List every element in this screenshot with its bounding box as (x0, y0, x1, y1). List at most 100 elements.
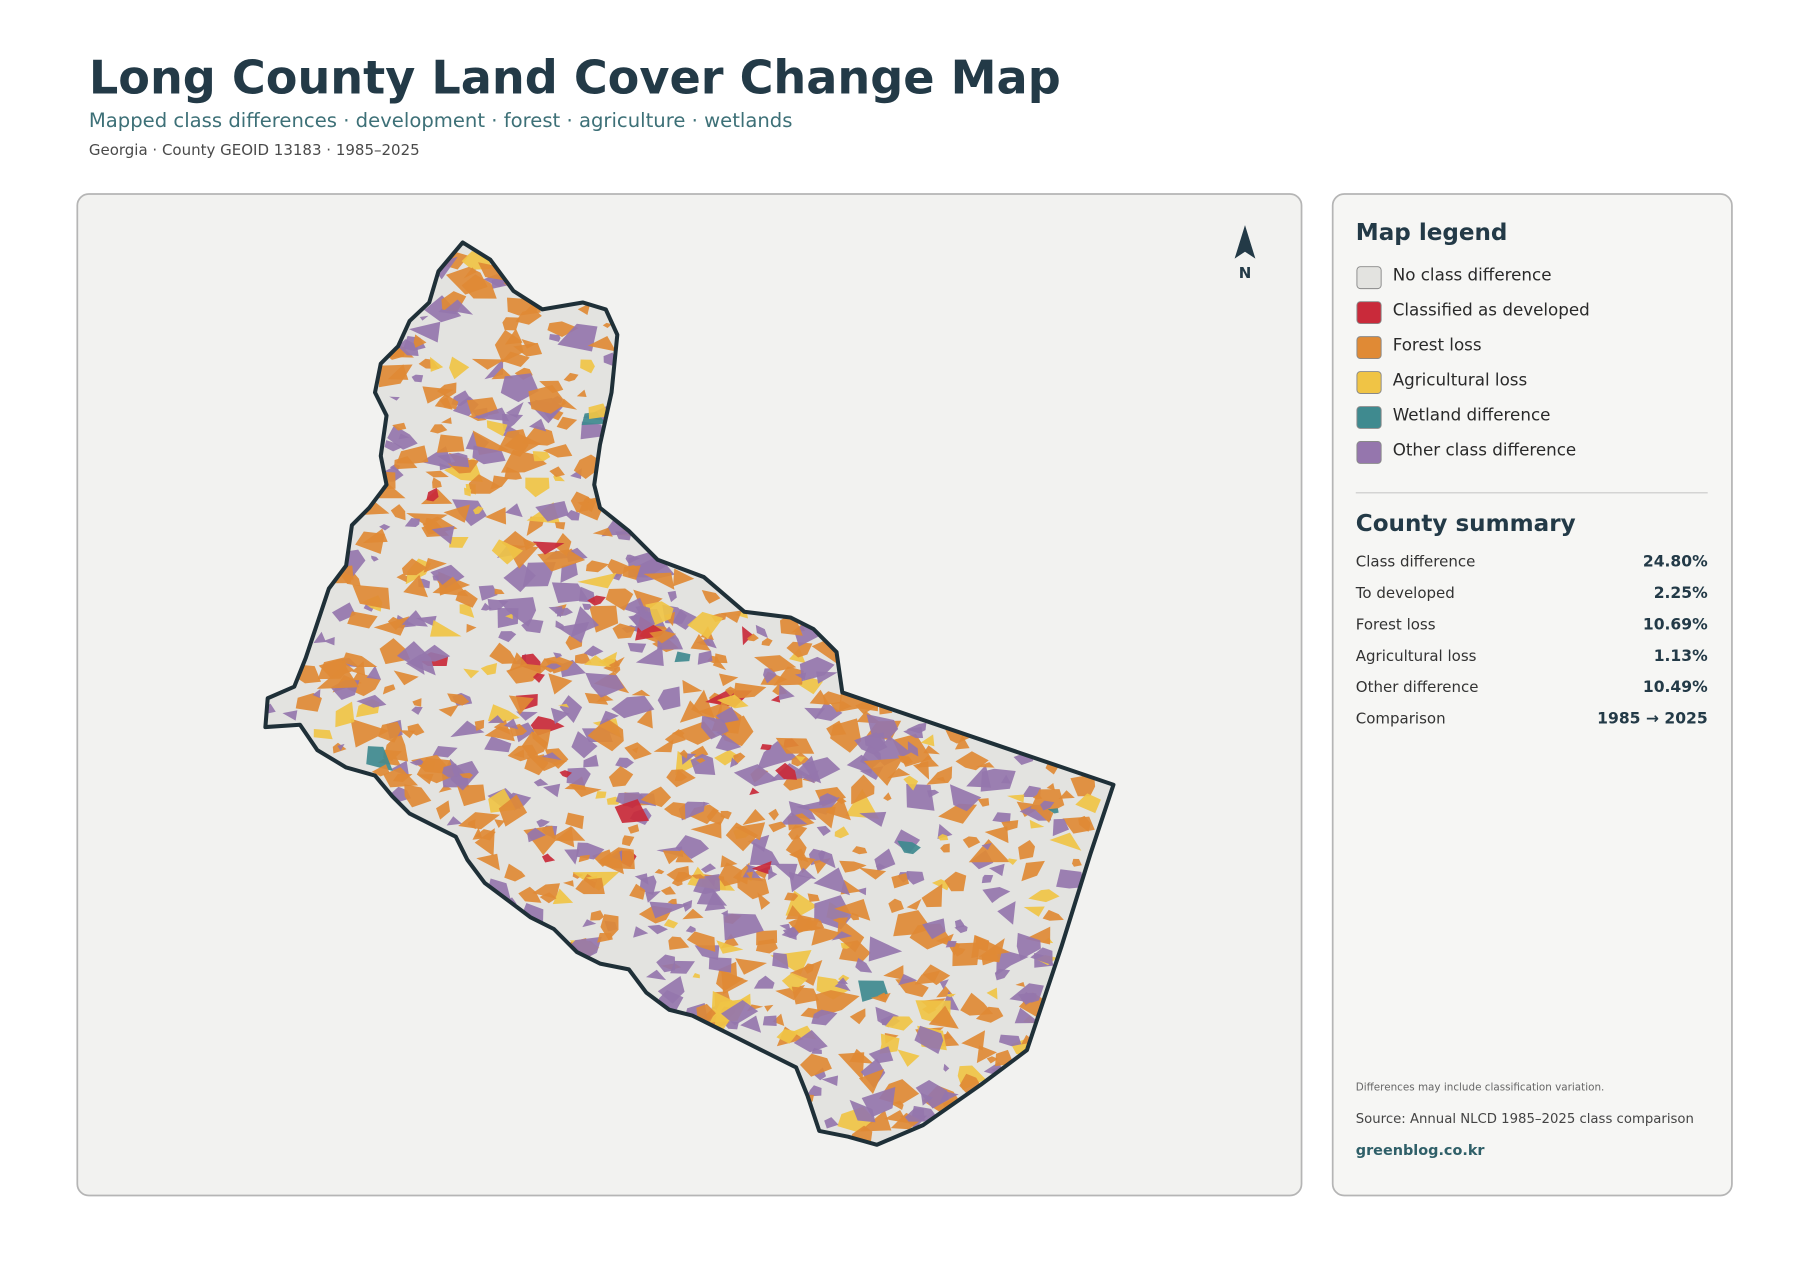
change-patch (834, 979, 851, 992)
change-patch (858, 980, 888, 1002)
change-patch (558, 703, 570, 708)
change-patch (403, 574, 428, 598)
change-patch (791, 986, 819, 1005)
change-patch (906, 722, 927, 734)
change-patch (858, 1068, 885, 1094)
change-patch (438, 784, 452, 793)
change-patch (557, 323, 598, 352)
change-patch (505, 402, 524, 418)
change-patch (852, 846, 868, 855)
change-patch (393, 670, 419, 686)
change-patch (772, 1013, 785, 1027)
change-patch (312, 689, 321, 699)
change-patch (472, 407, 510, 422)
change-patch (939, 979, 949, 990)
change-patch (576, 842, 605, 860)
change-patch (868, 1046, 894, 1064)
change-patch (667, 898, 677, 905)
summary-label: Forest loss (1356, 615, 1436, 633)
caveat: Differences may include classification v… (1356, 1082, 1605, 1094)
change-patch (356, 694, 387, 708)
change-patch (662, 850, 685, 865)
change-patch (679, 700, 704, 723)
change-patch (548, 673, 573, 695)
change-patch (447, 693, 470, 706)
change-patch (730, 757, 739, 768)
change-patch (720, 855, 738, 868)
change-patch (383, 767, 419, 788)
change-patch (342, 652, 378, 667)
summary-value: 1985 → 2025 (1597, 710, 1708, 728)
change-patch (928, 1005, 959, 1029)
change-patch (885, 1016, 914, 1031)
change-patch (762, 1015, 777, 1027)
change-patch (585, 560, 609, 573)
change-patch (566, 767, 591, 786)
change-patch (675, 849, 694, 863)
change-patch (715, 706, 740, 724)
summary-label: To developed (1355, 584, 1455, 602)
summary-value: 24.80% (1643, 553, 1708, 571)
change-patch (1029, 819, 1045, 829)
change-patch (430, 356, 444, 372)
credit: greenblog.co.kr (1356, 1143, 1486, 1159)
change-patch (815, 990, 860, 1018)
change-patch (1047, 808, 1059, 814)
change-patch (691, 874, 706, 879)
change-patch (886, 768, 911, 779)
change-patch (690, 633, 711, 651)
change-patch (966, 764, 991, 788)
change-patch (981, 874, 994, 884)
change-patch (927, 789, 940, 798)
change-patch (404, 784, 432, 808)
change-patch (563, 372, 579, 382)
change-patch (679, 749, 688, 759)
change-patch (785, 905, 805, 920)
summary-label: Other difference (1356, 678, 1479, 696)
change-patch (690, 753, 716, 775)
change-patch (1052, 818, 1070, 837)
change-patch (718, 862, 743, 887)
change-patch (570, 606, 600, 638)
change-patch (551, 825, 575, 848)
change-patch (536, 819, 550, 828)
change-patch (441, 417, 452, 424)
change-patch (989, 863, 1005, 877)
change-patch (768, 808, 779, 821)
change-patch (402, 558, 428, 576)
change-patch (597, 933, 613, 943)
change-patch (599, 710, 619, 726)
change-patch (768, 821, 787, 833)
change-patch (754, 655, 797, 673)
change-patch (654, 868, 665, 875)
change-patch (825, 797, 851, 821)
change-patch (740, 1015, 762, 1033)
change-patch (725, 822, 759, 852)
change-patch (547, 321, 579, 337)
change-patch (429, 424, 448, 434)
change-patch (337, 743, 345, 751)
change-patch (532, 672, 545, 683)
change-patch (716, 940, 744, 954)
summary-title: County summary (1356, 511, 1576, 537)
legend-label: Classified as developed (1393, 299, 1590, 319)
change-patch (422, 386, 455, 404)
change-patch (647, 924, 668, 935)
change-patch (914, 970, 941, 985)
change-patch (962, 836, 981, 849)
change-patch (772, 952, 789, 970)
change-patch (406, 513, 448, 527)
change-patch (323, 636, 335, 646)
change-patch (568, 783, 602, 798)
change-patch (803, 963, 815, 974)
change-patch (837, 917, 865, 953)
change-patch (426, 487, 439, 502)
change-patch (438, 704, 459, 717)
change-patch (592, 527, 613, 537)
change-patch (352, 584, 390, 610)
change-patch (541, 853, 556, 863)
change-patch (977, 798, 990, 807)
change-patch (940, 843, 950, 853)
change-patch (583, 754, 599, 768)
